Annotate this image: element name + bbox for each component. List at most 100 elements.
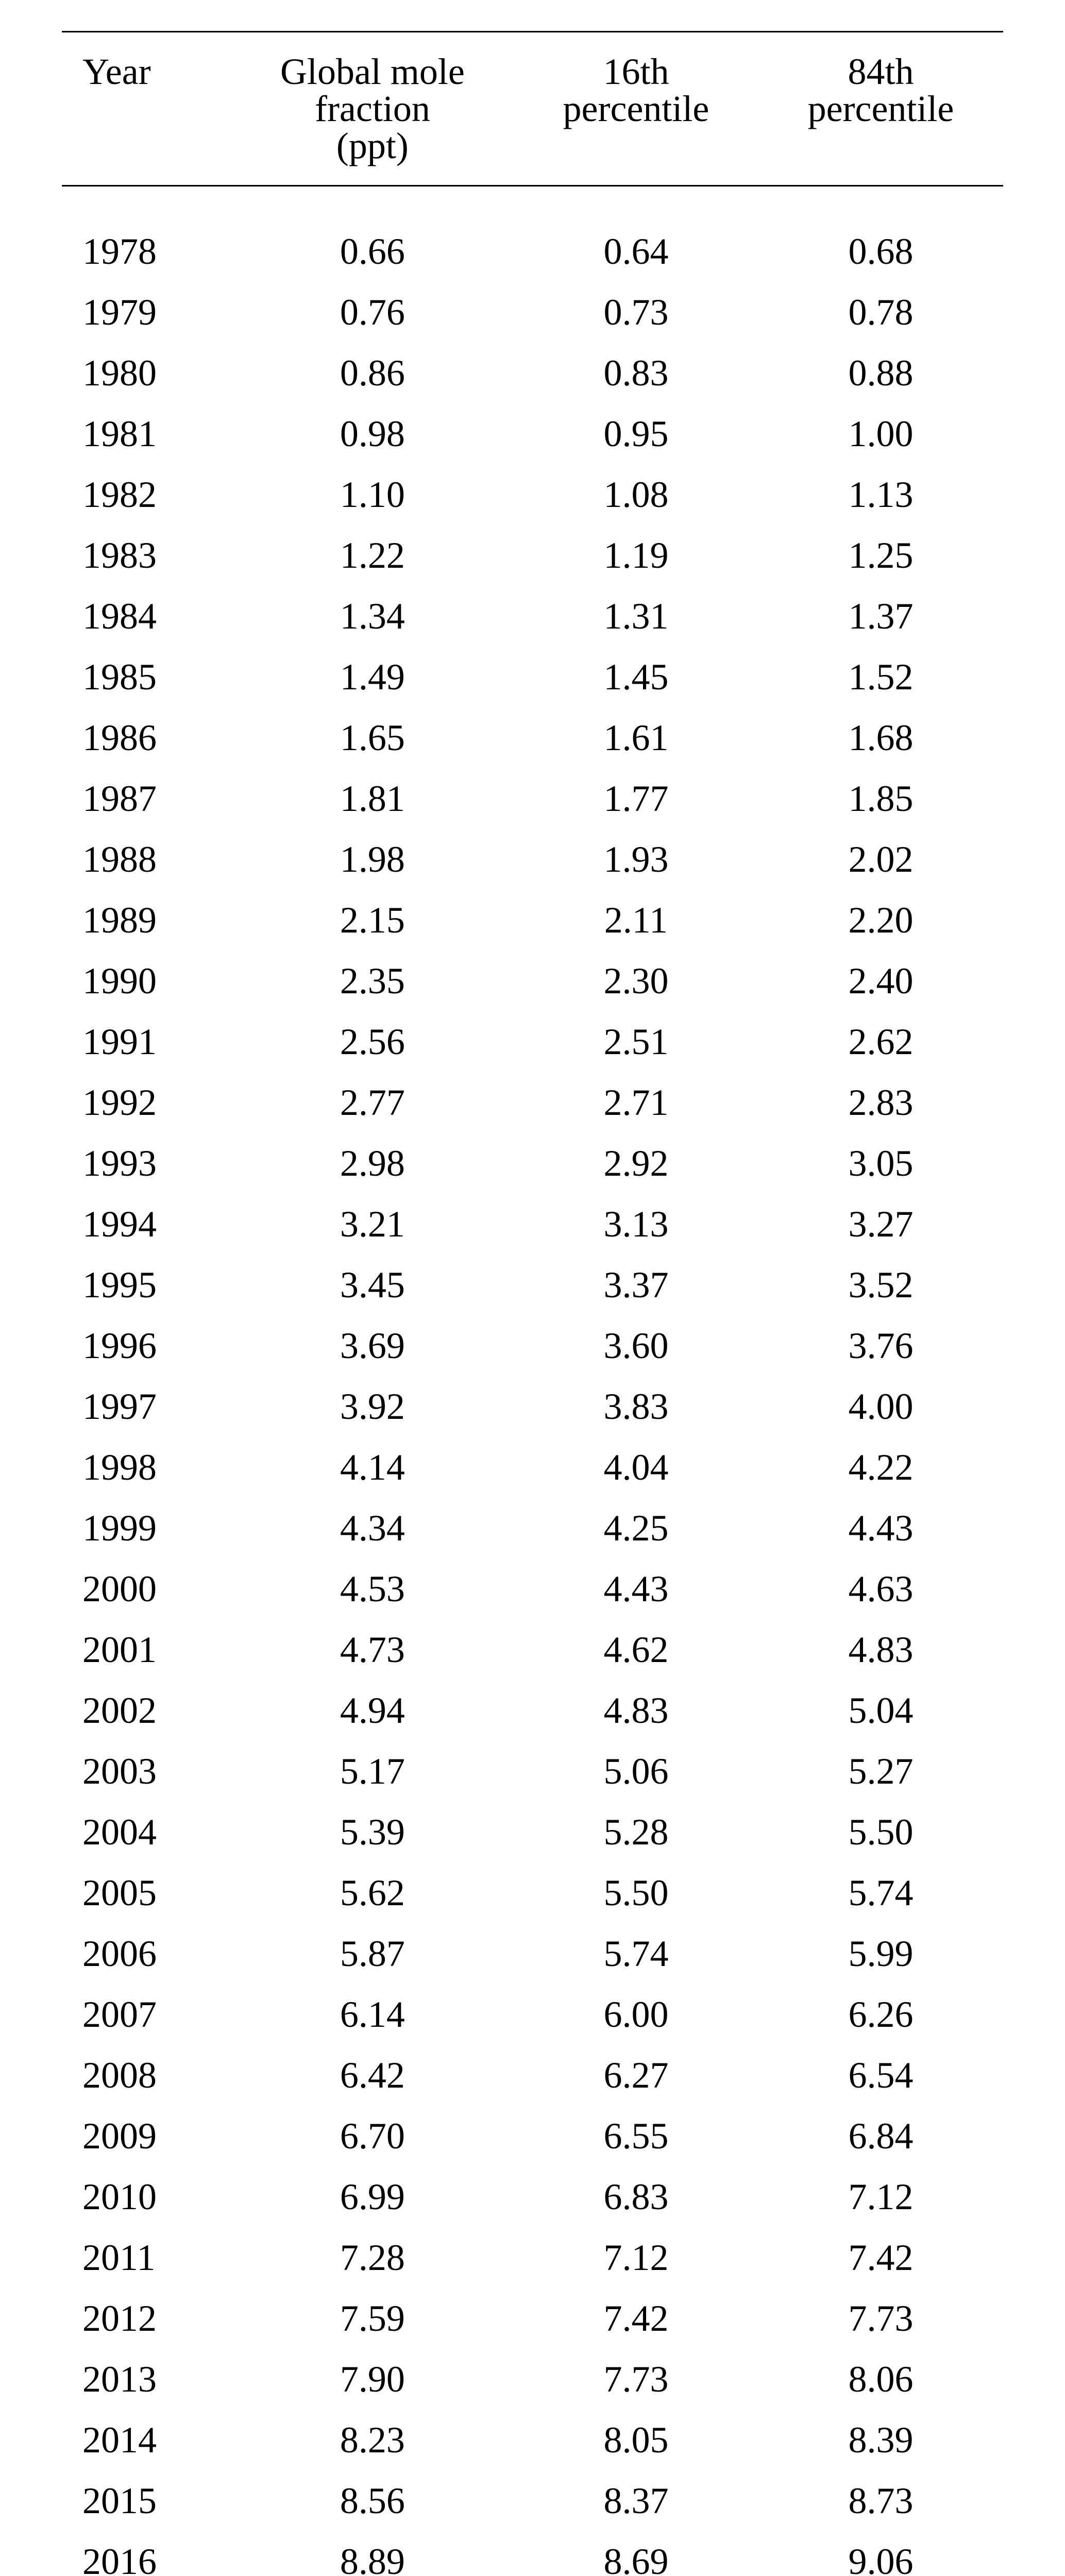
cell-year: 2015 [62,2470,231,2531]
column-header-p16-line: percentile [519,90,753,127]
cell-p16: 5.74 [514,1923,758,1984]
cell-mole: 1.34 [231,586,514,647]
cell-p84: 1.13 [758,464,1003,525]
table-header-row: YearGlobal molefraction(ppt)16thpercenti… [62,32,1003,186]
column-header-year: Year [62,32,231,186]
cell-year: 1999 [62,1498,231,1558]
table-row: 20127.597.427.73 [62,2288,1003,2349]
cell-year: 1983 [62,525,231,586]
cell-year: 2010 [62,2166,231,2227]
cell-mole: 3.92 [231,1376,514,1437]
cell-p16: 1.61 [514,707,758,768]
cell-year: 1995 [62,1255,231,1315]
column-header-year-line: Year [82,53,226,90]
cell-mole: 4.34 [231,1498,514,1558]
cell-p16: 5.50 [514,1862,758,1923]
cell-mole: 6.14 [231,1984,514,2045]
cell-p16: 1.45 [514,647,758,707]
cell-mole: 1.65 [231,707,514,768]
cell-year: 1984 [62,586,231,647]
cell-mole: 4.53 [231,1558,514,1619]
table-row: 19810.980.951.00 [62,403,1003,464]
cell-year: 2009 [62,2106,231,2166]
cell-year: 2011 [62,2227,231,2288]
cell-p84: 7.12 [758,2166,1003,2227]
cell-p84: 2.20 [758,890,1003,951]
table-row: 19851.491.451.52 [62,647,1003,707]
cell-year: 1993 [62,1133,231,1194]
cell-year: 2016 [62,2531,231,2576]
mole-fraction-table: YearGlobal molefraction(ppt)16thpercenti… [62,31,1003,2576]
cell-p16: 6.27 [514,2045,758,2106]
cell-p16: 1.31 [514,586,758,647]
cell-p16: 8.69 [514,2531,758,2576]
cell-p84: 3.76 [758,1315,1003,1376]
cell-mole: 0.86 [231,343,514,403]
cell-year: 1998 [62,1437,231,1498]
cell-mole: 5.62 [231,1862,514,1923]
table-row: 19790.760.730.78 [62,282,1003,343]
cell-year: 1986 [62,707,231,768]
cell-p84: 6.84 [758,2106,1003,2166]
cell-p84: 1.68 [758,707,1003,768]
table-row: 19912.562.512.62 [62,1011,1003,1072]
cell-year: 1981 [62,403,231,464]
cell-year: 1978 [62,186,231,282]
cell-mole: 5.17 [231,1741,514,1802]
cell-mole: 6.70 [231,2106,514,2166]
table-row: 20137.907.738.06 [62,2349,1003,2410]
cell-year: 2008 [62,2045,231,2106]
cell-year: 1980 [62,343,231,403]
table-body: 19780.660.640.6819790.760.730.7819800.86… [62,186,1003,2576]
table-row: 19932.982.923.05 [62,1133,1003,1194]
cell-p16: 2.51 [514,1011,758,1072]
cell-mole: 2.98 [231,1133,514,1194]
cell-mole: 2.35 [231,951,514,1011]
cell-year: 1985 [62,647,231,707]
cell-p84: 4.22 [758,1437,1003,1498]
cell-p16: 3.13 [514,1194,758,1255]
cell-p84: 7.73 [758,2288,1003,2349]
table-row: 20106.996.837.12 [62,2166,1003,2227]
cell-year: 1982 [62,464,231,525]
cell-p84: 2.02 [758,829,1003,890]
table-row: 19892.152.112.20 [62,890,1003,951]
cell-mole: 4.94 [231,1680,514,1741]
cell-p84: 7.42 [758,2227,1003,2288]
cell-p84: 3.27 [758,1194,1003,1255]
cell-year: 1988 [62,829,231,890]
table-row: 19871.811.771.85 [62,768,1003,829]
cell-p84: 8.73 [758,2470,1003,2531]
cell-p16: 1.77 [514,768,758,829]
cell-mole: 4.14 [231,1437,514,1498]
cell-mole: 1.22 [231,525,514,586]
cell-p16: 6.00 [514,1984,758,2045]
cell-p84: 1.85 [758,768,1003,829]
cell-year: 2005 [62,1862,231,1923]
cell-p16: 3.60 [514,1315,758,1376]
cell-year: 2000 [62,1558,231,1619]
cell-p84: 1.25 [758,525,1003,586]
cell-p84: 1.52 [758,647,1003,707]
column-header-p16-line: 16th [519,53,753,90]
column-header-p84-line: 84th [764,53,998,90]
cell-year: 2014 [62,2410,231,2470]
cell-mole: 0.66 [231,186,514,282]
table-row: 20168.898.699.06 [62,2531,1003,2576]
cell-year: 1992 [62,1072,231,1133]
cell-mole: 6.99 [231,2166,514,2227]
cell-p84: 1.37 [758,586,1003,647]
cell-p16: 2.71 [514,1072,758,1133]
cell-year: 2013 [62,2349,231,2410]
cell-mole: 3.69 [231,1315,514,1376]
cell-p16: 0.95 [514,403,758,464]
cell-p16: 5.06 [514,1741,758,1802]
cell-mole: 6.42 [231,2045,514,2106]
table-row: 19831.221.191.25 [62,525,1003,586]
cell-p84: 5.99 [758,1923,1003,1984]
cell-mole: 3.45 [231,1255,514,1315]
cell-year: 1989 [62,890,231,951]
table-row: 20096.706.556.84 [62,2106,1003,2166]
cell-p84: 3.05 [758,1133,1003,1194]
cell-p16: 6.83 [514,2166,758,2227]
